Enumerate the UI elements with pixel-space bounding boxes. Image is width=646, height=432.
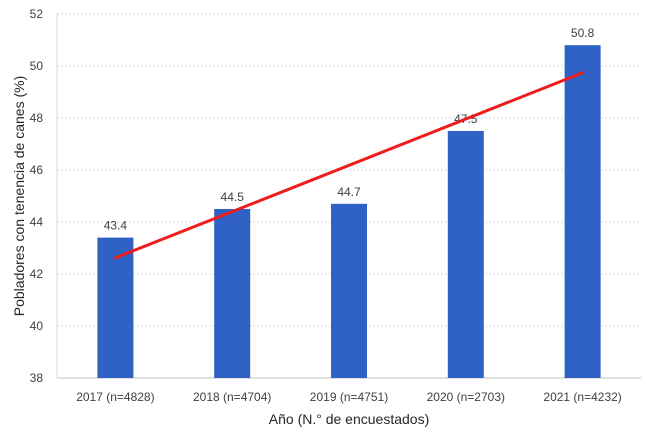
y-tick-label: 52 (30, 7, 44, 21)
bar (331, 203, 367, 378)
data-label: 50.8 (571, 26, 595, 40)
x-tick-label: 2021 (n=4232) (543, 390, 621, 404)
bar (214, 209, 251, 378)
x-axis-title: Año (N.° de encuestados) (269, 411, 429, 427)
y-tick-label: 44 (30, 215, 44, 229)
y-axis-title: Pobladores con tenencia de canes (%) (11, 76, 27, 316)
y-tick-label: 42 (30, 267, 44, 281)
y-tick-label: 38 (30, 371, 44, 385)
trend-line (113, 71, 585, 260)
y-axis-ticks: 38 40 42 44 46 48 50 52 (30, 7, 44, 385)
x-axis-ticks: 2017 (n=4828) 2018 (n=4704) 2019 (n=4751) 2… (76, 390, 622, 404)
data-labels: 43.444.544.747.550.8 (104, 26, 595, 232)
y-tick-label: 48 (30, 111, 44, 125)
x-tick-label: 2018 (n=4704) (193, 390, 271, 404)
y-tick-label: 46 (30, 163, 44, 177)
x-tick-label: 2017 (n=4828) (76, 390, 154, 404)
data-label: 44.5 (221, 190, 245, 204)
x-tick-label: 2019 (n=4751) (310, 390, 388, 404)
bar (564, 45, 601, 378)
bar (97, 237, 134, 378)
bars (97, 45, 601, 378)
bar (447, 131, 484, 378)
y-tick-label: 40 (30, 319, 44, 333)
x-tick-label: 2020 (n=2703) (427, 390, 505, 404)
y-tick-label: 50 (30, 59, 44, 73)
data-label: 43.4 (104, 219, 128, 233)
data-label: 44.7 (337, 185, 361, 199)
